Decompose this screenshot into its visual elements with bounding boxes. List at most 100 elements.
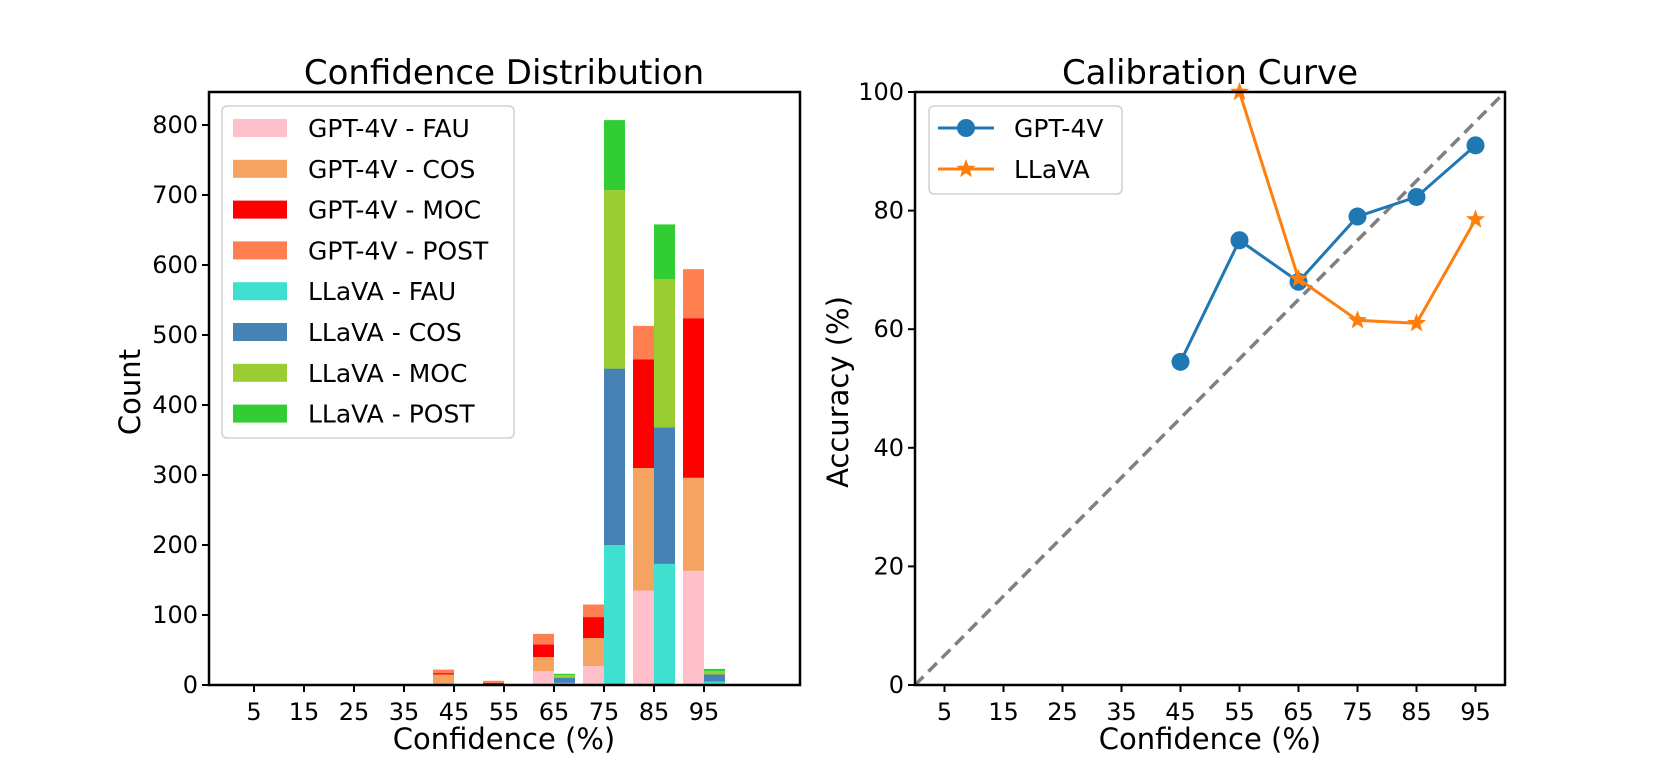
chart1-y-tick-label: 300 (152, 461, 198, 489)
chart2-x-tick-label: 85 (1401, 698, 1432, 726)
chart2-plot-frame (913, 90, 1507, 687)
legend-label-gpt-4v-post: GPT-4V - POST (308, 236, 489, 265)
chart2-y-tick-label: 20 (873, 552, 904, 580)
chart1-y-tick-label: 0 (183, 671, 198, 699)
chart2-y-tick-label: 0 (889, 671, 904, 699)
bar-llava-moc-65 (554, 675, 575, 678)
bar-llava-fau-75 (604, 545, 625, 685)
chart1-y-tick-label: 200 (152, 531, 198, 559)
chart1-x-tick-label: 75 (589, 698, 620, 726)
chart1-x-tick-label: 5 (246, 698, 261, 726)
chart2-x-tick-label: 95 (1460, 698, 1491, 726)
chart2-x-tick-label: 75 (1342, 698, 1373, 726)
bar-llava-moc-75 (604, 190, 625, 369)
point-gpt-4v-85 (1407, 187, 1426, 206)
chart1-y-ticks: 0 100 200 300 400 500 600 700 800 (152, 111, 209, 699)
legend-label-llava-cos: LLaVA - COS (308, 318, 462, 347)
bar-gpt-4v-moc-95 (683, 318, 704, 478)
chart1-x-tick-label: 25 (339, 698, 370, 726)
chart2-series (1171, 82, 1486, 371)
point-gpt-4v-45 (1171, 352, 1190, 371)
bar-gpt-4v-post-75 (583, 604, 604, 618)
chart1-x-tick-label: 95 (689, 698, 720, 726)
chart2-title: Calibration Curve (1062, 53, 1358, 93)
chart1-y-tick-label: 700 (152, 181, 198, 209)
legend-label-gpt-4v-moc: GPT-4V - MOC (308, 196, 481, 225)
legend-swatch-llava-post (233, 404, 287, 423)
bar-gpt-4v-fau-75 (583, 666, 604, 685)
legend-label-gpt-4v: GPT-4V (1014, 114, 1103, 143)
bar-llava-fau-95 (704, 681, 725, 685)
chart1-y-tick-label: 600 (152, 251, 198, 279)
chart1-y-tick-label: 500 (152, 321, 198, 349)
chart1-x-tick-label: 65 (539, 698, 570, 726)
chart2-x-tick-label: 15 (988, 698, 1019, 726)
bar-gpt-4v-post-55 (483, 680, 504, 683)
chart1-x-ticks: 5 15 25 35 45 55 65 75 85 95 (246, 685, 719, 726)
chart1-x-tick-label: 55 (489, 698, 520, 726)
legend-label-gpt-4v-fau: GPT-4V - FAU (308, 114, 470, 143)
bar-llava-moc-85 (654, 279, 675, 428)
chart2-x-ticks: 5 15 25 35 45 55 65 75 85 95 (937, 685, 1491, 726)
legend-swatch-llava-fau (233, 282, 287, 301)
chart1-y-tick-label: 400 (152, 391, 198, 419)
bar-llava-moc-95 (704, 671, 725, 675)
bar-llava-cos-75 (604, 368, 625, 545)
chart1-bars (433, 120, 725, 685)
bar-llava-post-65 (554, 673, 575, 676)
bar-gpt-4v-cos-85 (633, 468, 654, 591)
legend-label-llava: LLaVA (1014, 155, 1090, 184)
bar-gpt-4v-post-65 (533, 633, 554, 645)
calibration-curve-chart: Calibration Curve Confidence (%) Accurac… (821, 53, 1507, 756)
bar-gpt-4v-cos-65 (533, 657, 554, 671)
bar-llava-fau-85 (654, 563, 675, 685)
chart2-y-tick-label: 100 (858, 78, 904, 106)
chart2-reference-line (913, 90, 1507, 687)
point-gpt-4v-95 (1466, 136, 1485, 155)
bar-gpt-4v-cos-95 (683, 477, 704, 571)
chart1-x-axis-label: Confidence (%) (393, 722, 615, 756)
chart1-x-tick-label: 85 (639, 698, 670, 726)
chart2-x-axis-label: Confidence (%) (1099, 722, 1321, 756)
legend-marker-llava (956, 159, 976, 178)
confidence-distribution-chart: Confidence Distribution Confidence (%) C… (113, 53, 802, 756)
bar-llava-post-75 (604, 120, 625, 191)
legend-swatch-gpt-4v-moc (233, 200, 287, 219)
bar-llava-cos-95 (704, 674, 725, 682)
bar-gpt-4v-post-45 (433, 669, 454, 674)
chart1-x-tick-label: 15 (289, 698, 320, 726)
chart1-title: Confidence Distribution (304, 53, 704, 93)
chart2-y-ticks: 0 20 40 60 80 100 (858, 78, 915, 699)
bar-gpt-4v-moc-75 (583, 617, 604, 639)
chart1-y-tick-label: 100 (152, 601, 198, 629)
legend-swatch-llava-moc (233, 363, 287, 382)
legend-label-llava-moc: LLaVA - MOC (308, 359, 467, 388)
chart2-y-axis-label: Accuracy (%) (821, 296, 855, 488)
chart2-y-tick-label: 80 (873, 197, 904, 225)
chart2-x-tick-label: 65 (1283, 698, 1314, 726)
legend-swatch-gpt-4v-fau (233, 119, 287, 137)
bar-gpt-4v-moc-45 (433, 673, 454, 675)
series-line-gpt-4v (1179, 144, 1477, 363)
legend-swatch-llava-cos (233, 323, 287, 341)
chart2-x-tick-label: 45 (1165, 698, 1196, 726)
chart1-x-tick-label: 45 (439, 698, 470, 726)
point-llava-95 (1465, 209, 1486, 228)
point-llava-75 (1347, 310, 1368, 329)
chart2-legend: GPT-4V LLaVA (928, 105, 1123, 195)
chart2-y-tick-label: 60 (873, 315, 904, 343)
bar-gpt-4v-fau-85 (633, 590, 654, 685)
bar-llava-post-95 (704, 668, 725, 671)
chart2-x-tick-label: 35 (1106, 698, 1137, 726)
chart1-y-tick-label: 800 (152, 111, 198, 139)
chart2-x-tick-label: 5 (937, 698, 952, 726)
chart1-x-tick-label: 35 (389, 698, 420, 726)
chart2-y-tick-label: 40 (873, 434, 904, 462)
legend-swatch-gpt-4v-post (233, 241, 287, 260)
legend-marker-gpt-4v (957, 119, 975, 137)
point-gpt-4v-75 (1348, 207, 1367, 226)
point-llava-65 (1288, 268, 1309, 287)
legend-label-llava-post: LLaVA - POST (308, 400, 475, 429)
bar-gpt-4v-fau-95 (683, 570, 704, 685)
